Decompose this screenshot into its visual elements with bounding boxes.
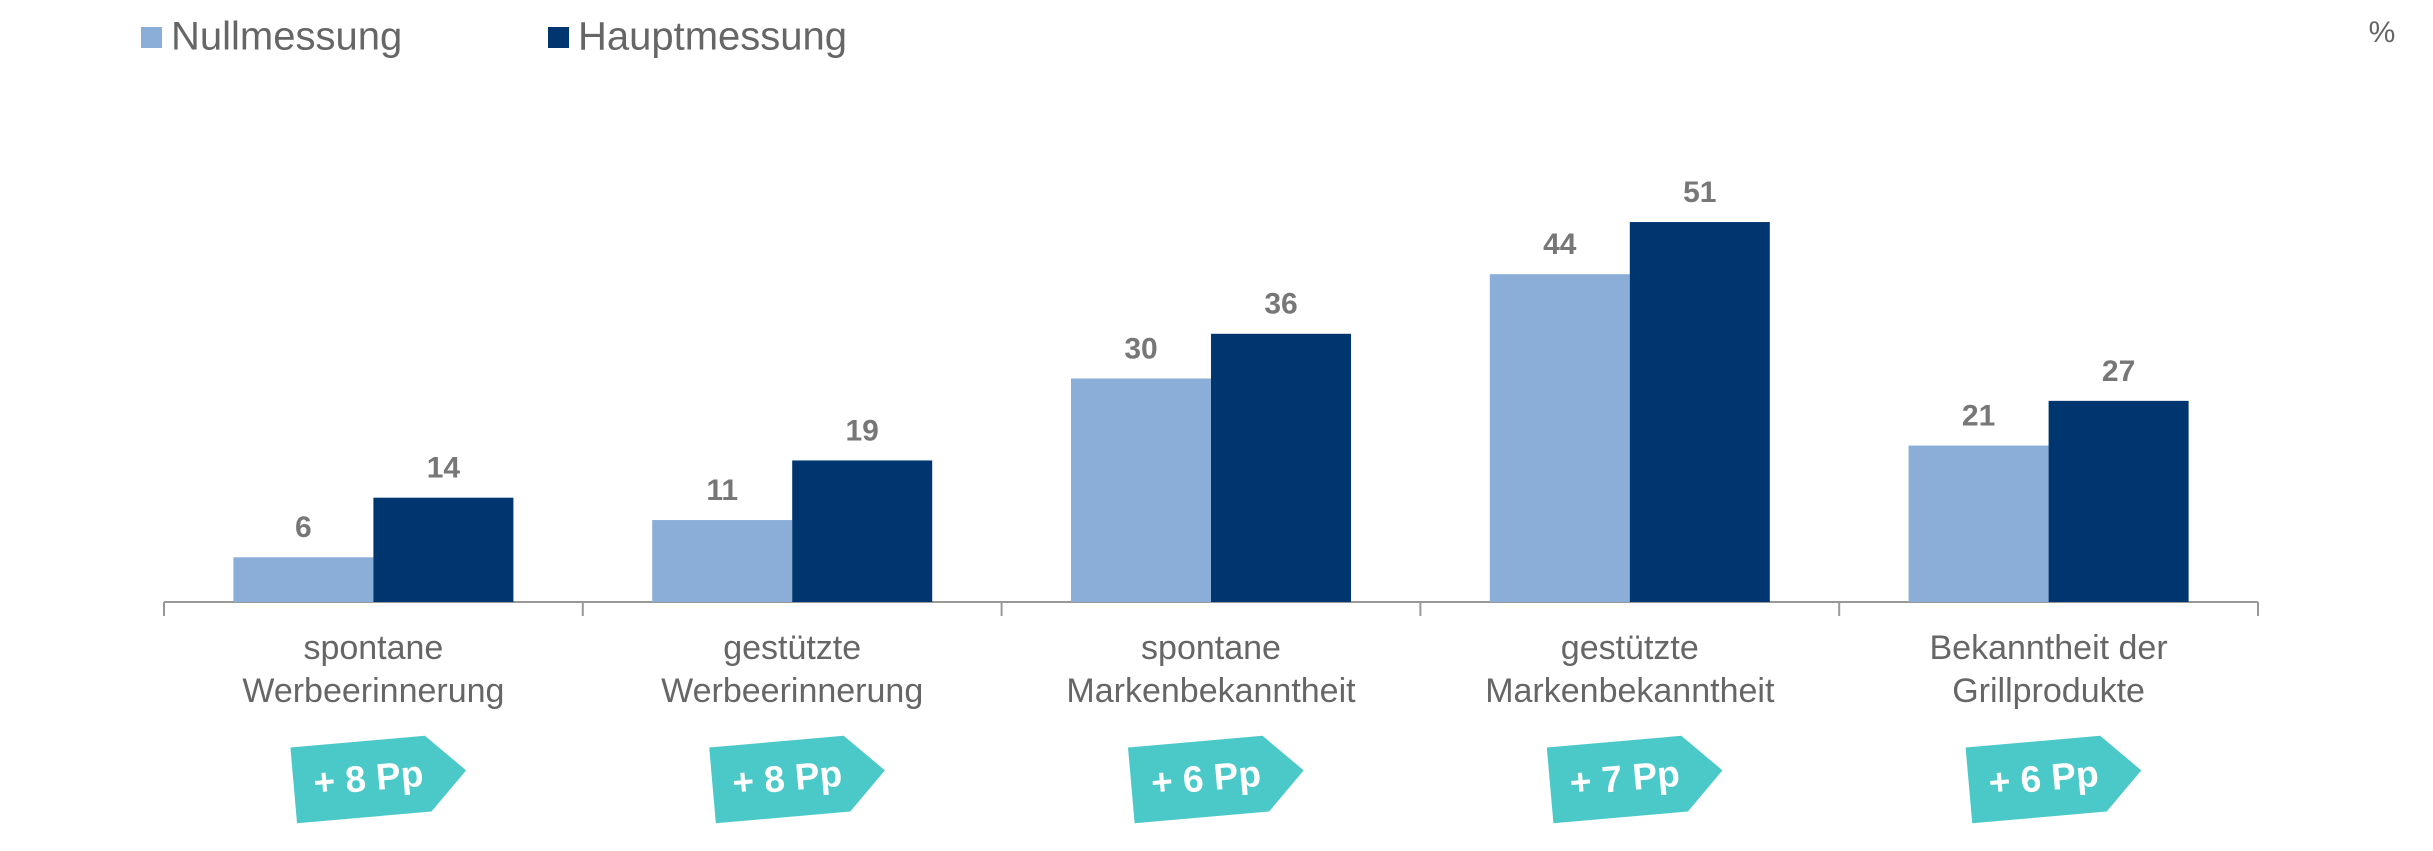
value-label: 21 <box>1962 399 1995 432</box>
x-tick-label: Bekanntheit der Grillprodukte <box>1929 629 2168 710</box>
value-label: 19 <box>846 414 879 447</box>
change-badge: + 6 Pp <box>1965 735 2142 824</box>
badge-label: + 8 Pp <box>731 753 844 803</box>
change-badge: + 6 Pp <box>1128 735 1304 824</box>
unit-label: % <box>2369 16 2396 49</box>
bar <box>652 520 793 602</box>
bar <box>792 460 933 602</box>
x-tick-label: spontane Werbeerinnerung <box>242 629 505 710</box>
badge-shape <box>1546 735 1723 824</box>
value-label: 51 <box>1683 176 1716 209</box>
bar <box>233 557 374 602</box>
badge-label: + 7 Pp <box>1568 753 1681 803</box>
bar <box>1908 445 2049 602</box>
value-label: 30 <box>1124 332 1157 365</box>
badge-shape <box>1965 735 2142 824</box>
bar <box>2048 400 2189 602</box>
value-label: 14 <box>427 452 461 485</box>
badge-label: + 8 Pp <box>312 753 425 803</box>
bar <box>1629 222 1770 603</box>
x-tick-label: gestützte Werbeerinnerung <box>661 629 924 710</box>
legend-label: Nullmessung <box>171 15 402 59</box>
bar <box>373 497 514 602</box>
legend-swatch <box>141 27 162 48</box>
value-label: 36 <box>1264 288 1297 321</box>
badge-shape <box>709 735 885 824</box>
badge-shape <box>290 735 467 824</box>
value-label: 44 <box>1543 228 1577 261</box>
bar <box>1489 274 1630 602</box>
legend-label: Hauptmessung <box>578 15 847 59</box>
badge-shape <box>1128 735 1304 824</box>
change-badge: + 8 Pp <box>709 735 885 824</box>
change-badge: + 7 Pp <box>1546 735 1723 824</box>
x-tick-label: spontane Markenbekanntheit <box>1066 629 1356 710</box>
x-tick-label: gestützte Markenbekanntheit <box>1485 629 1775 710</box>
badge-label: + 6 Pp <box>1987 753 2100 803</box>
badge-label: + 6 Pp <box>1149 753 1262 803</box>
bar <box>1071 378 1211 602</box>
bar <box>1211 333 1351 602</box>
value-label: 11 <box>706 474 738 507</box>
change-badge: + 8 Pp <box>290 735 467 824</box>
value-label: 6 <box>295 511 312 544</box>
legend-swatch <box>548 27 569 48</box>
value-label: 27 <box>2102 355 2135 388</box>
